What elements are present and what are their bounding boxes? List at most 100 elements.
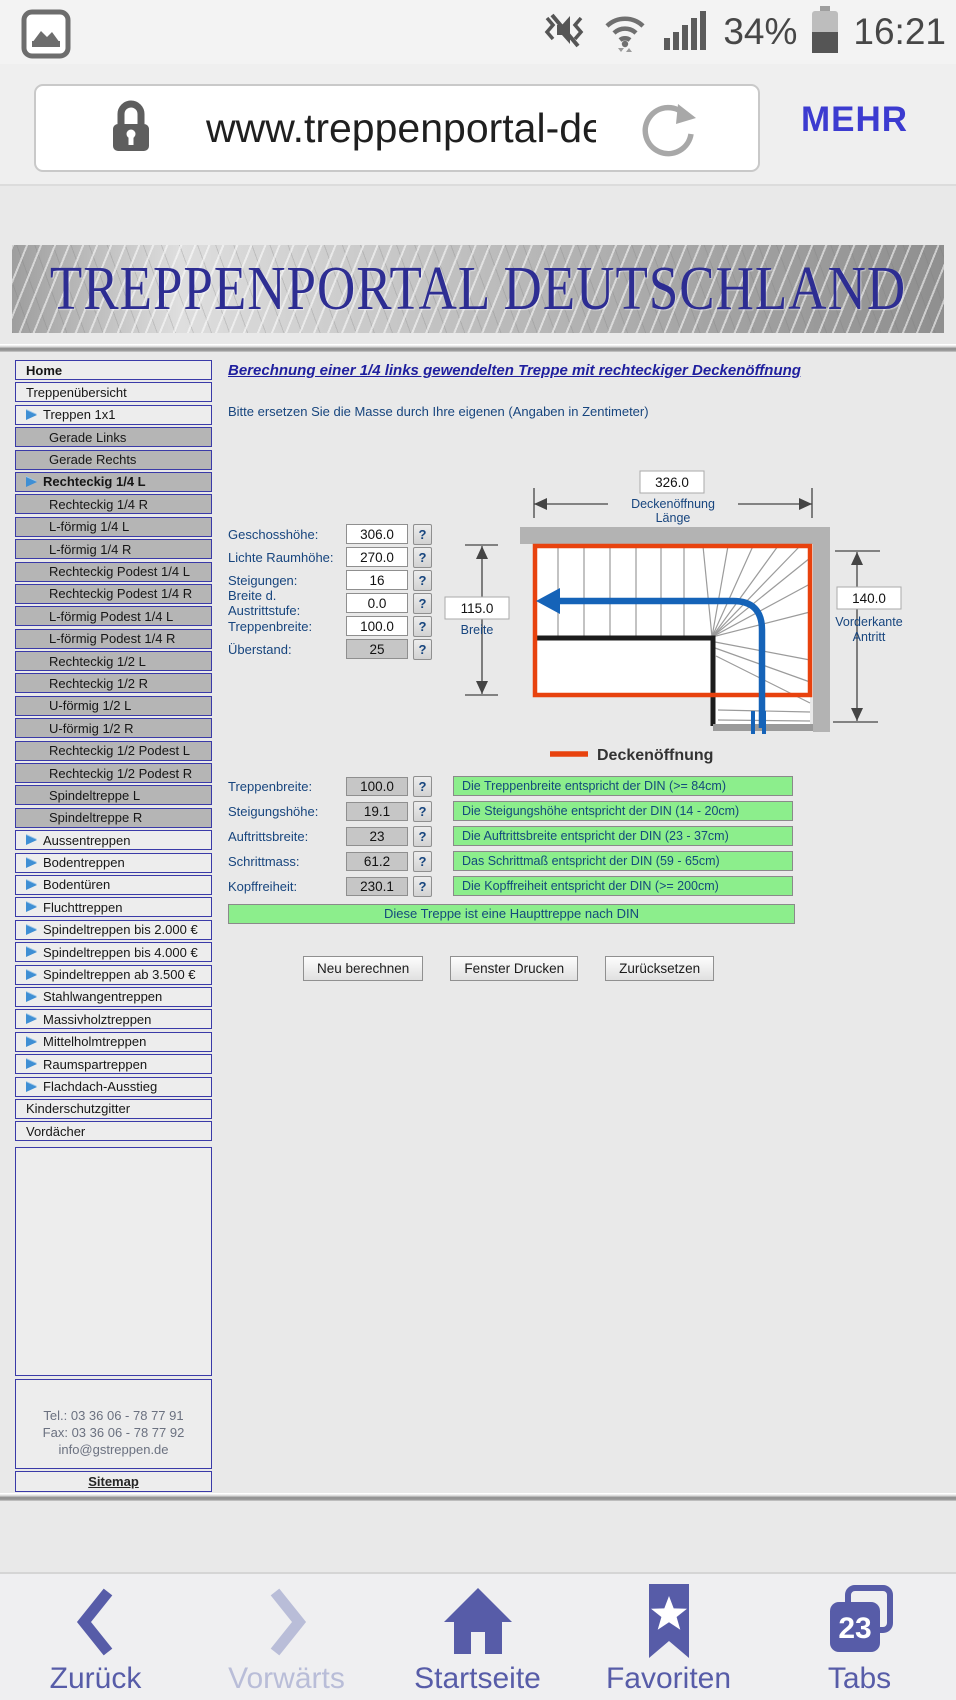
sidebar-item[interactable]: Rechteckig 1/4 L — [15, 471, 212, 492]
help-button[interactable]: ? — [413, 825, 432, 847]
sidebar-item[interactable]: Rechteckig 1/2 L — [15, 651, 212, 672]
form-label: Überstand: — [228, 641, 292, 657]
contact-fax: Fax: 03 36 06 - 78 77 92 — [42, 1424, 185, 1440]
sidebar-item[interactable]: Gerade Rechts — [15, 449, 212, 470]
result-row: Treppenbreite: 100.0 ? Die Treppenbreite… — [228, 775, 793, 797]
result-row: Steigungshöhe: 19.1 ? Die Steigungshöhe … — [228, 800, 793, 822]
sidebar-item[interactable]: Spindeltreppe L — [15, 785, 212, 806]
reload-icon[interactable] — [638, 100, 700, 167]
help-button[interactable]: ? — [413, 638, 432, 660]
sidebar-item[interactable]: Gerade Links — [15, 427, 212, 448]
sidebar-item[interactable]: Bodentreppen — [15, 852, 212, 873]
battery-icon — [810, 5, 840, 59]
sidebar-item[interactable]: Spindeltreppen bis 2.000 € — [15, 919, 212, 940]
help-button[interactable]: ? — [413, 523, 432, 545]
sidebar-sitemap-box: Sitemap — [15, 1471, 212, 1492]
sidebar-item[interactable]: Treppenübersicht — [15, 382, 212, 403]
help-button[interactable]: ? — [413, 775, 432, 797]
wall-right — [813, 527, 830, 732]
recalculate-button[interactable]: Neu berechnen — [303, 956, 424, 981]
home-button[interactable]: Startseite — [382, 1574, 573, 1700]
sidebar-item-label: Stahlwangentreppen — [43, 989, 163, 1005]
form-input[interactable] — [346, 547, 408, 567]
wifi-icon — [601, 7, 649, 58]
tabs-button[interactable]: 23 Tabs — [764, 1574, 955, 1700]
sidebar-item[interactable]: Spindeltreppen bis 4.000 € — [15, 942, 212, 963]
sidebar-item-label: Treppenübersicht — [26, 384, 127, 400]
form-input[interactable] — [346, 570, 408, 590]
help-button[interactable]: ? — [413, 592, 432, 614]
help-button[interactable]: ? — [413, 875, 432, 897]
form-input[interactable] — [346, 616, 408, 636]
sidebar-item[interactable]: Spindeltreppe R — [15, 807, 212, 828]
forward-button[interactable]: Vorwärts — [191, 1574, 382, 1700]
contact-email[interactable]: info@gstreppen.de — [58, 1441, 169, 1457]
sidebar-item[interactable]: L-förmig Podest 1/4 L — [15, 606, 212, 627]
sidebar-item[interactable]: U-förmig 1/2 R — [15, 718, 212, 739]
sidebar-item[interactable]: Raumspartreppen — [15, 1054, 212, 1075]
print-window-button[interactable]: Fenster Drucken — [450, 956, 579, 981]
sidebar-item-label: Rechteckig 1/2 R — [49, 675, 148, 691]
home-icon — [440, 1584, 516, 1660]
sidebar-item[interactable]: Kinderschutzgitter — [15, 1098, 212, 1119]
sidebar-item[interactable]: Rechteckig 1/4 R — [15, 494, 212, 515]
sidebar-item-label: Rechteckig Podest 1/4 L — [49, 564, 190, 580]
contact-tel: Tel.: 03 36 06 - 78 77 91 — [43, 1407, 184, 1423]
sidebar-item[interactable]: U-förmig 1/2 L — [15, 695, 212, 716]
stair-input-form: Geschosshöhe: ? Lichte Raumhöhe: ? Steig… — [228, 523, 432, 662]
result-value: 100.0 — [346, 776, 408, 796]
sidebar-item[interactable]: Spindeltreppen ab 3.500 € — [15, 964, 212, 985]
din-summary-bar: Diese Treppe ist eine Haupttreppe nach D… — [228, 904, 795, 924]
sidebar-item-label: Vordächer — [26, 1123, 86, 1139]
sidebar-item[interactable]: L-förmig Podest 1/4 R — [15, 628, 212, 649]
help-button[interactable]: ? — [413, 569, 432, 591]
site-banner: TREPPENPORTAL DEUTSCHLAND — [12, 245, 944, 333]
result-value: 23 — [346, 826, 408, 846]
help-button[interactable]: ? — [413, 615, 432, 637]
sidebar-item[interactable]: Rechteckig 1/2 Podest L — [15, 740, 212, 761]
form-input[interactable] — [346, 593, 408, 613]
sidebar-item[interactable]: Rechteckig Podest 1/4 R — [15, 583, 212, 604]
reset-button[interactable]: Zurücksetzen — [605, 956, 715, 981]
sidebar-item[interactable]: Bodentüren — [15, 874, 212, 895]
form-input[interactable] — [346, 639, 408, 659]
sidebar-item-label: Spindeltreppen ab 3.500 € — [43, 967, 196, 983]
sidebar-item[interactable]: Flachdach-Ausstieg — [15, 1076, 212, 1097]
sidebar-item[interactable]: L-förmig 1/4 R — [15, 539, 212, 560]
help-button[interactable]: ? — [413, 850, 432, 872]
browser-more-button[interactable]: MEHR — [800, 100, 908, 139]
din-check-message: Die Auftrittsbreite entspricht der DIN (… — [453, 826, 793, 846]
sidebar-item[interactable]: Vordächer — [15, 1121, 212, 1142]
sidebar-menu: Home Treppenübersicht Treppen 1x1 Gerade… — [15, 360, 212, 1144]
url-bar[interactable]: www.treppenportal-de — [34, 84, 760, 172]
back-button[interactable]: Zurück — [0, 1574, 191, 1700]
sidebar-item-label: Rechteckig 1/2 L — [49, 653, 146, 669]
form-row: Steigungen: ? — [228, 569, 432, 591]
sidebar-item-label: Massivholztreppen — [43, 1011, 152, 1027]
sitemap-link[interactable]: Sitemap — [88, 1474, 139, 1489]
sidebar-item[interactable]: Stahlwangentreppen — [15, 986, 212, 1007]
sidebar-item[interactable]: Rechteckig 1/2 R — [15, 673, 212, 694]
sidebar-item[interactable]: Fluchttreppen — [15, 897, 212, 918]
sidebar-item[interactable]: Rechteckig Podest 1/4 L — [15, 561, 212, 582]
submenu-arrow-icon — [26, 879, 37, 890]
form-input[interactable] — [346, 524, 408, 544]
result-value: 230.1 — [346, 876, 408, 896]
sidebar-item-label: Fluchttreppen — [43, 899, 123, 915]
sidebar-item[interactable]: Aussentreppen — [15, 830, 212, 851]
tab-count-badge: 23 — [838, 1612, 871, 1645]
dim-antritt-label-2: Antritt — [853, 630, 886, 644]
sidebar-empty-box — [15, 1147, 212, 1376]
legend-label: Deckenöffnung — [597, 747, 713, 764]
sidebar-item[interactable]: Home — [15, 360, 212, 380]
sidebar-item[interactable]: Rechteckig 1/2 Podest R — [15, 763, 212, 784]
help-button[interactable]: ? — [413, 800, 432, 822]
favorites-button[interactable]: Favoriten — [573, 1574, 764, 1700]
help-button[interactable]: ? — [413, 546, 432, 568]
sidebar-item[interactable]: Massivholztreppen — [15, 1009, 212, 1030]
sidebar-item[interactable]: Mittelholmtreppen — [15, 1031, 212, 1052]
sidebar-item[interactable]: L-förmig 1/4 L — [15, 516, 212, 537]
sidebar-item[interactable]: Treppen 1x1 — [15, 404, 212, 425]
form-row: Lichte Raumhöhe: ? — [228, 546, 432, 568]
